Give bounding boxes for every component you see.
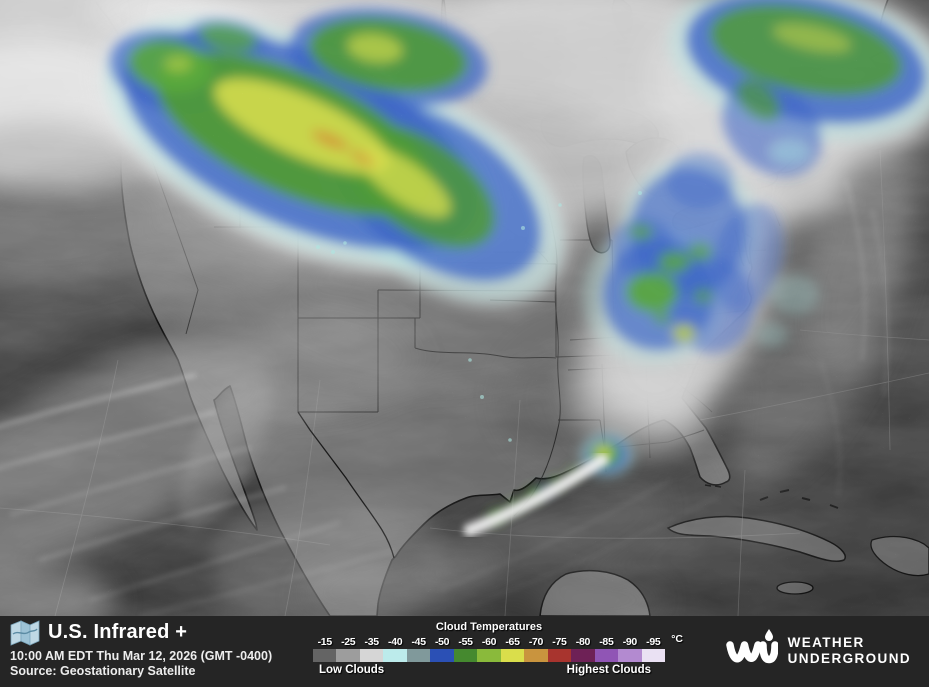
legend-color-swatch [477, 649, 501, 662]
legend-color-swatch [359, 649, 384, 662]
legend-tick-label: -90 [622, 636, 638, 648]
legend-color-swatch [453, 649, 478, 662]
legend-tick-label: -60 [481, 636, 497, 648]
legend-tick-label: -50 [434, 636, 450, 648]
legend-color-swatch [524, 649, 548, 662]
brand-text: WEATHER UNDERGROUND [788, 635, 911, 667]
page-title: U.S. Infrared + [48, 621, 188, 643]
legend-color-swatch [500, 649, 525, 662]
legend-ticks: -15 -25 -35 -40 -45 -50 -55 -60 -65 -70 -75 -80 -85-… [313, 633, 683, 648]
speckle-texture [0, 0, 929, 616]
legend-tick-label: -95 [646, 636, 661, 648]
legend-color-swatch [383, 649, 407, 662]
legend-color-swatch [406, 649, 431, 662]
map-info: U.S. Infrared + 10:00 AM EDT Thu Mar 12,… [10, 619, 272, 678]
legend-tick-label: -55 [458, 636, 473, 648]
legend-color-swatch [618, 649, 642, 662]
source-label: Source: Geostationary Satellite [10, 664, 196, 678]
legend-tick-label: -15 [317, 636, 333, 648]
legend-color-swatch [430, 649, 454, 662]
legend: Cloud Temperatures -15 -25 -35 -40 -45 -50 -55… [313, 621, 683, 676]
legend-tick-label: -40 [388, 636, 403, 648]
legend-tick-label: -35 [364, 636, 380, 648]
brand-area: WEATHER UNDERGROUND [725, 629, 911, 673]
legend-tick-label: -80 [575, 636, 591, 648]
legend-color-swatch [336, 649, 360, 662]
legend-tick-label: -70 [528, 636, 544, 648]
brand-line2: UNDERGROUND [787, 651, 911, 666]
legend-tick-label: -45 [411, 636, 426, 648]
legend-tick-label: -65 [505, 636, 520, 648]
legend-unit: °C [671, 633, 683, 645]
legend-tick-label: -25 [341, 636, 356, 648]
status-bar: U.S. Infrared + 10:00 AM EDT Thu Mar 12,… [0, 616, 929, 687]
timestamp: 10:00 AM EDT Thu Mar 12, 2026 (GMT -0400… [10, 649, 273, 663]
legend-colorbar [313, 649, 666, 662]
legend-color-swatch [641, 649, 666, 662]
legend-tick-label: -75 [552, 636, 567, 648]
satellite-map[interactable] [0, 0, 929, 616]
map-icon [10, 619, 40, 646]
legend-high-label: Highest Clouds [566, 664, 651, 676]
legend-color-swatch [571, 649, 595, 662]
wu-logo-icon [725, 629, 778, 664]
legend-title: Cloud Temperatures [435, 621, 543, 633]
legend-color-swatch [313, 649, 337, 662]
legend-tick-label: -85 [599, 636, 614, 648]
legend-color-swatch [594, 649, 619, 662]
legend-low-label: Low Clouds [319, 664, 385, 676]
brand-line1: WEATHER [787, 635, 865, 651]
legend-color-swatch [547, 649, 572, 662]
